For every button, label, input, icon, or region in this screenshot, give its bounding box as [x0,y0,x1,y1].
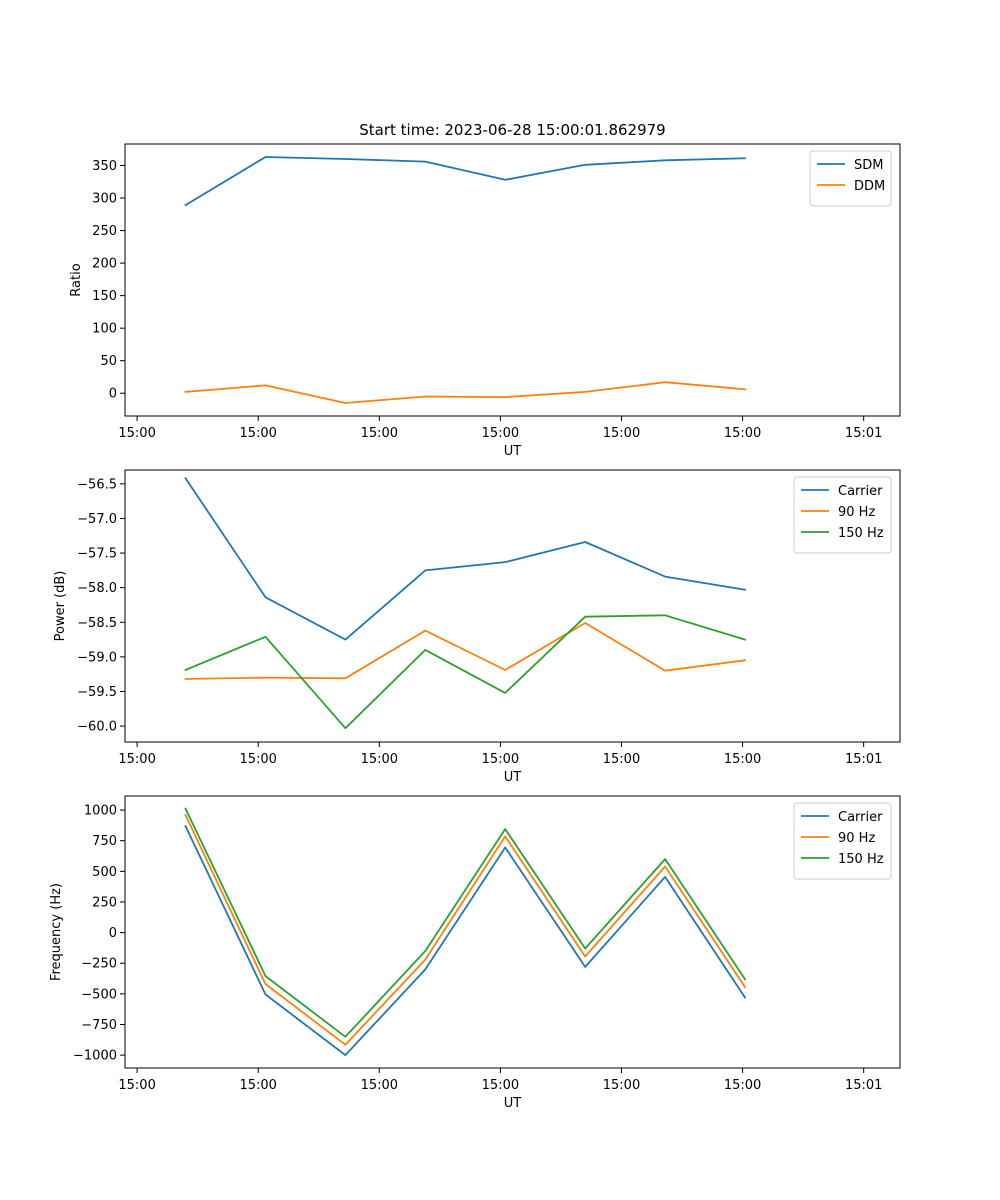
y-axis-label: Power (dB) [53,571,68,642]
legend-box [793,802,892,880]
y-tick-label: 0 [109,926,117,941]
x-tick-label: 15:00 [118,1078,155,1093]
y-tick-label: 0 [109,387,117,402]
series-line-150-hz [184,614,747,730]
legend: SDM DDM [809,150,892,207]
x-tick-label: 15:01 [845,752,882,767]
x-tick-label: 15:00 [239,1078,276,1093]
x-tick-label: 15:00 [724,1078,761,1093]
figure-title: Start time: 2023-06-28 15:00:01.862979 [359,121,665,139]
y-tick-label: −56.5 [77,477,117,492]
legend-label-sdm: SDM [854,158,883,173]
legend-label-90-hz: 90 Hz [838,831,875,846]
legend: Carrier 90 Hz 150 Hz [793,476,892,554]
y-tick-label: 750 [92,834,117,849]
x-axis-label: UT [504,1096,522,1111]
x-tick-label: 15:00 [118,426,155,441]
x-tick-label: 15:00 [724,752,761,767]
x-tick-label: 15:01 [845,1078,882,1093]
legend-label-carrier: Carrier [838,810,883,825]
legend: Carrier 90 Hz 150 Hz [793,802,892,880]
y-tick-label: 100 [92,322,117,337]
series-line-90-hz [184,622,747,680]
plot-frame [124,469,901,743]
y-tick-label: −500 [81,987,117,1002]
x-axis-label: UT [504,770,522,785]
plot-frame [124,795,901,1069]
y-tick-label: −750 [81,1018,117,1033]
x-tick-label: 15:00 [361,752,398,767]
y-tick-label: 200 [92,257,117,272]
x-tick-label: 15:00 [603,752,640,767]
x-axis-label: UT [504,444,522,459]
legend-label-150-hz: 150 Hz [838,852,884,867]
x-tick-label: 15:00 [482,426,519,441]
y-tick-label: 500 [92,865,117,880]
x-tick-label: 15:00 [361,1078,398,1093]
y-tick-label: −250 [81,957,117,972]
y-tick-label: 150 [92,289,117,304]
x-tick-label: 15:00 [482,752,519,767]
ratio-panel: Start time: 2023-06-28 15:00:01.862979 1… [69,121,901,459]
series-line-carrier [184,824,747,1056]
x-tick-label: 15:00 [239,752,276,767]
series-line-ddm [184,381,746,404]
y-tick-label: −58.0 [77,581,117,596]
y-tick-label: 300 [92,192,117,207]
series-line-sdm [184,156,746,207]
series-line-carrier [184,477,747,641]
x-tick-label: 15:00 [482,1078,519,1093]
frequency-panel: 15:00 15:00 15:00 15:00 15:00 15:00 15:01 −1000… [49,795,901,1111]
legend-label-carrier: Carrier [838,484,883,499]
series-line-150-hz [184,807,747,1038]
y-tick-label: −60.0 [77,720,117,735]
x-tick-label: 15:00 [603,1078,640,1093]
y-tick-label: 1000 [84,804,117,819]
plot-frame [124,143,901,417]
x-tick-label: 15:00 [361,426,398,441]
x-tick-label: 15:00 [239,426,276,441]
y-tick-label: 350 [92,159,117,174]
y-tick-label: 250 [92,224,117,239]
y-axis-label: Frequency (Hz) [49,883,64,981]
y-tick-label: −59.0 [77,650,117,665]
legend-label-90-hz: 90 Hz [838,505,875,520]
legend-box [793,476,892,554]
y-tick-label: −58.5 [77,616,117,631]
y-tick-label: −1000 [73,1049,117,1064]
x-tick-label: 15:01 [845,426,882,441]
power-panel: 15:00 15:00 15:00 15:00 15:00 15:00 15:01 −60.0… [53,469,901,785]
x-tick-label: 15:00 [603,426,640,441]
legend-label-ddm: DDM [854,179,885,194]
y-tick-label: −57.5 [77,547,117,562]
x-tick-label: 15:00 [118,752,155,767]
y-tick-label: 50 [100,354,117,369]
series-line-90-hz [184,813,747,1046]
x-tick-label: 15:00 [724,426,761,441]
y-tick-label: −59.5 [77,685,117,700]
y-tick-label: −57.0 [77,512,117,527]
y-tick-label: 250 [92,895,117,910]
legend-label-150-hz: 150 Hz [838,526,884,541]
y-axis-label: Ratio [69,263,84,296]
